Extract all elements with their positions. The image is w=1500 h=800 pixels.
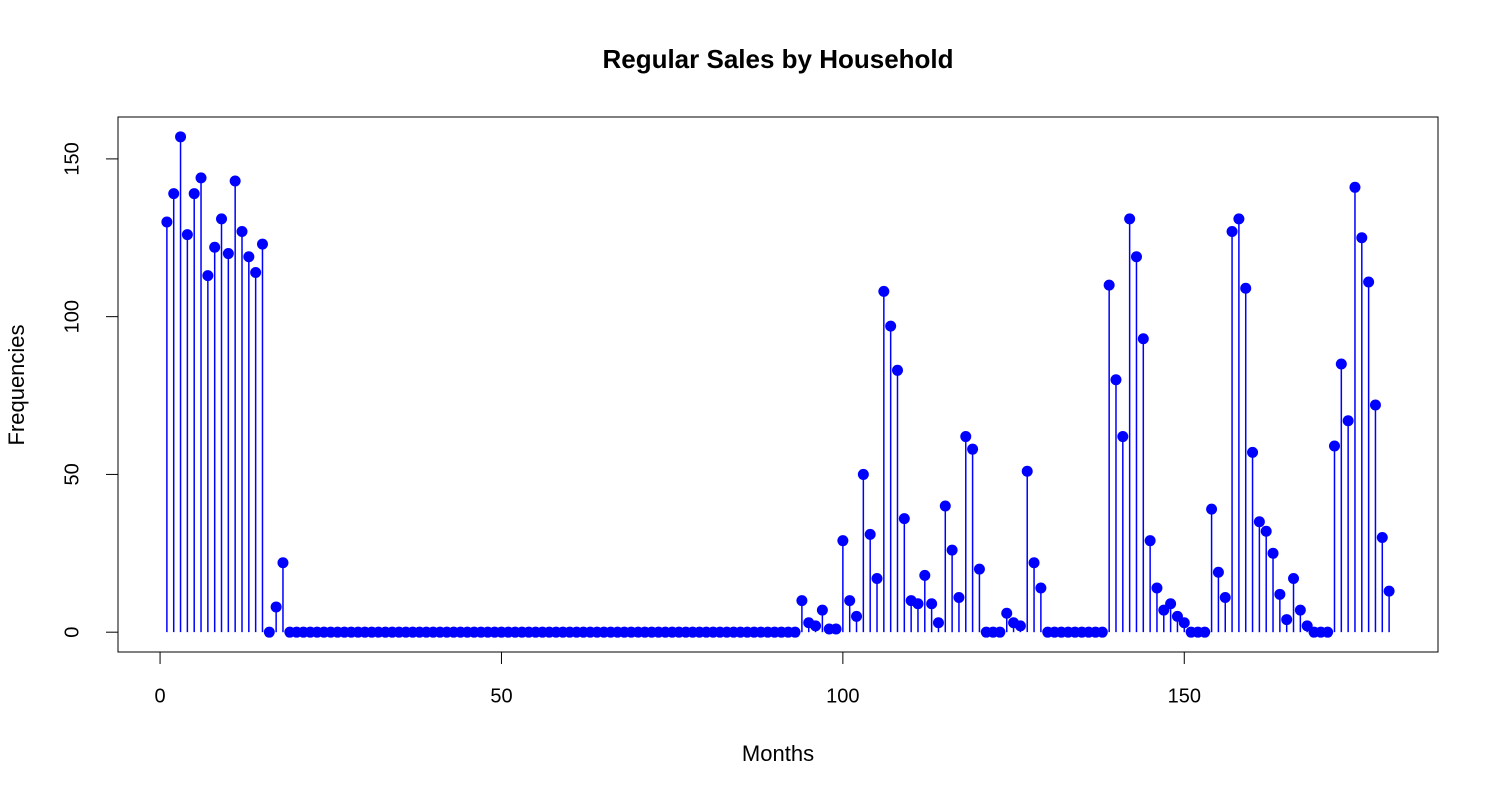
point xyxy=(1103,279,1115,291)
point xyxy=(926,598,938,610)
point xyxy=(181,229,193,241)
chart-title: Regular Sales by Household xyxy=(602,44,953,74)
y-axis-label: Frequencies xyxy=(4,324,29,445)
point xyxy=(1376,532,1388,544)
point xyxy=(1144,535,1156,547)
point xyxy=(830,623,842,635)
y-tick-label: 100 xyxy=(61,300,83,333)
point xyxy=(946,544,958,556)
point xyxy=(256,238,268,250)
point xyxy=(1247,446,1259,458)
point xyxy=(994,626,1006,638)
point xyxy=(1117,431,1129,443)
point xyxy=(851,610,863,622)
point xyxy=(967,443,979,455)
point xyxy=(161,216,173,228)
point xyxy=(229,175,241,187)
point xyxy=(1274,588,1286,600)
point xyxy=(973,563,985,575)
y-tick-label: 0 xyxy=(61,627,83,638)
point xyxy=(878,285,890,297)
point xyxy=(1335,358,1347,370)
point xyxy=(1137,333,1149,345)
point xyxy=(1178,617,1190,629)
point xyxy=(1281,614,1293,626)
point xyxy=(277,557,289,569)
point xyxy=(1342,415,1354,427)
point xyxy=(816,604,828,616)
point xyxy=(1001,607,1013,619)
point xyxy=(953,591,965,603)
point xyxy=(216,213,228,225)
point xyxy=(1206,503,1218,515)
point xyxy=(1288,573,1300,585)
point xyxy=(796,595,808,607)
point xyxy=(243,251,255,263)
x-tick-label: 150 xyxy=(1168,685,1201,707)
point xyxy=(864,528,876,540)
point xyxy=(222,248,234,260)
point xyxy=(1035,582,1047,594)
point xyxy=(1356,232,1368,244)
point xyxy=(960,431,972,443)
point xyxy=(885,320,897,332)
point xyxy=(1212,566,1224,578)
point xyxy=(1021,465,1033,477)
point xyxy=(810,620,822,632)
point xyxy=(789,626,801,638)
point xyxy=(844,595,856,607)
x-tick-label: 100 xyxy=(826,685,859,707)
point xyxy=(250,266,262,278)
point xyxy=(919,569,931,581)
point xyxy=(1363,276,1375,288)
point xyxy=(1124,213,1136,225)
point xyxy=(1110,374,1122,386)
point xyxy=(1151,582,1163,594)
point xyxy=(1165,598,1177,610)
point xyxy=(1130,251,1142,263)
point xyxy=(1014,620,1026,632)
point xyxy=(236,225,248,237)
point xyxy=(1349,181,1361,193)
y-tick-label: 150 xyxy=(61,142,83,175)
point xyxy=(1383,585,1395,597)
point xyxy=(175,131,187,143)
point xyxy=(1028,557,1040,569)
point xyxy=(1267,547,1279,559)
point xyxy=(1219,591,1231,603)
x-tick-label: 0 xyxy=(154,685,165,707)
point xyxy=(939,500,951,512)
point xyxy=(270,601,282,613)
point xyxy=(898,513,910,525)
point xyxy=(871,573,883,585)
point xyxy=(1199,626,1211,638)
point xyxy=(891,364,903,376)
point xyxy=(857,468,869,480)
point xyxy=(195,172,207,184)
point xyxy=(1240,282,1252,294)
point xyxy=(1233,213,1245,225)
x-tick-label: 50 xyxy=(490,685,512,707)
point xyxy=(1226,225,1238,237)
point xyxy=(168,188,180,200)
point xyxy=(1322,626,1334,638)
point xyxy=(1260,525,1272,537)
point xyxy=(188,188,200,200)
point xyxy=(1096,626,1108,638)
point xyxy=(932,617,944,629)
point xyxy=(837,535,849,547)
y-tick-label: 50 xyxy=(61,463,83,485)
point xyxy=(912,598,924,610)
x-axis-label: Months xyxy=(742,741,814,766)
point xyxy=(1294,604,1306,616)
point xyxy=(263,626,275,638)
point xyxy=(1328,440,1340,452)
point xyxy=(202,270,214,282)
point xyxy=(1369,399,1381,411)
point xyxy=(209,241,221,253)
point xyxy=(1253,516,1265,528)
